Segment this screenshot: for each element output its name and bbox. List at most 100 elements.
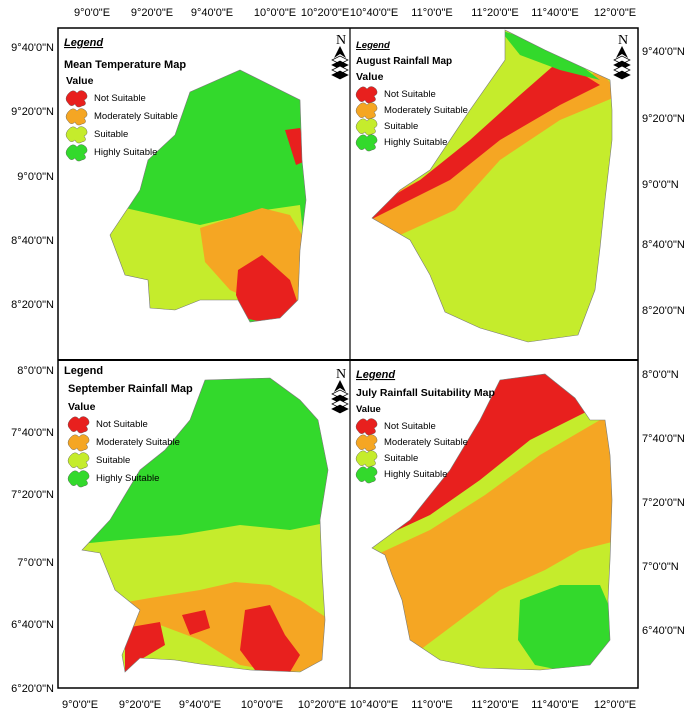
legend-class-label: Highly Suitable [96,473,159,484]
legend-title: Legend [356,40,390,51]
moderately-suitable-swatch [65,108,88,126]
panel-september-rainfall: Legend September Rainfall Map Value Not … [64,365,329,673]
legend-items: Not Suitable Moderately Suitable Suitable H… [65,90,178,162]
longitude-label: 12°0'0"E [594,699,636,711]
suitable-swatch [355,118,378,136]
longitude-label: 12°0'0"E [594,7,636,19]
north-arrow-stack [331,70,349,80]
latitude-label: 8°40'0"N [11,235,54,247]
latitude-label: 6°40'0"N [642,625,685,637]
longitude-label: 11°40'0"E [531,699,579,711]
latitude-label: 7°20'0"N [642,497,685,509]
highly-suitable-swatch [355,466,378,484]
latitude-label: 6°40'0"N [11,619,54,631]
latitude-label: 9°40'0"N [642,46,685,58]
value-label: Value [66,75,94,87]
value-label: Value [356,404,381,415]
highly-suitable-swatch [355,134,378,152]
latitude-label: 6°20'0"N [11,683,54,695]
highly-suitable-zone [500,30,600,80]
longitude-label: 10°0'0"E [241,699,283,711]
legend-class-label: Suitable [384,453,418,464]
not-suitable-swatch [67,416,90,434]
latitude-label: 9°0'0"N [17,171,54,183]
latitude-label: 9°20'0"N [642,113,685,125]
longitude-label: 9°40'0"E [191,7,233,19]
latitude-label: 7°0'0"N [17,557,54,569]
map-title: July Rainfall Suitability Map [356,387,495,399]
coordinate-labels: 9°0'0"E 9°20'0"E 9°40'0"E 10°0'0"E 10°20'0"E… [11,7,685,711]
suitable-swatch [355,450,378,468]
moderately-suitable-zone [372,70,612,240]
longitude-label: 9°20'0"E [131,7,173,19]
july-rainfall-map [372,374,612,670]
boundary-outline [109,69,307,323]
legend-items: Not Suitable Moderately Suitable Suitable H… [355,86,468,152]
legend-class-label: Highly Suitable [384,469,447,480]
not-suitable-zone-west [125,622,165,672]
legend-class-label: Highly Suitable [384,137,447,148]
longitude-label: 11°0'0"E [411,7,452,19]
latitude-label: 8°40'0"N [642,239,685,251]
longitude-label: 11°20'0"E [471,699,519,711]
september-rainfall-map [82,378,328,672]
boundary-outline [81,377,329,673]
latitude-label: 7°20'0"N [11,489,54,501]
north-label: N [336,33,346,48]
value-label: Value [356,71,384,83]
moderately-suitable-swatch [355,102,378,120]
boundary-outline [371,29,613,343]
north-arrow-icon: N [331,367,349,414]
highly-suitable-zone [518,585,612,670]
map-title: Mean Temperature Map [64,59,186,71]
latitude-label: 7°0'0"N [642,561,679,573]
not-suitable-swatch [355,86,378,104]
not-suitable-zone [372,60,600,225]
highly-suitable-swatch [67,470,90,488]
latitude-label: 8°0'0"N [642,369,679,381]
legend-class-label: Moderately Suitable [96,437,180,448]
panel-mean-temperature: Legend Mean Temperature Map Value Not Su… [64,37,307,323]
north-label: N [618,33,628,48]
longitude-label: 10°0'0"E [254,7,296,19]
suitable-swatch [65,126,88,144]
legend-class-label: Moderately Suitable [384,105,468,116]
longitude-label: 10°40'0"E [350,699,398,711]
longitude-label: 9°0'0"E [74,7,110,19]
legend-class-label: Moderately Suitable [384,437,468,448]
legend-items: Not Suitable Moderately Suitable Suitable H… [67,416,180,488]
boundary-outline [371,373,613,671]
legend-class-label: Suitable [384,121,418,132]
legend-class-label: Not Suitable [384,421,436,432]
legend-class-label: Not Suitable [384,89,436,100]
moderately-suitable-swatch [355,434,378,452]
not-suitable-zone [240,605,300,672]
latitude-label: 8°20'0"N [642,305,685,317]
latitude-label: 8°0'0"N [17,365,54,377]
longitude-label: 10°40'0"E [350,7,398,19]
panel-august-rainfall: Legend August Rainfall Map Value Not Sui… [355,29,613,343]
north-arrow-stack [613,70,631,80]
legend-class-label: Suitable [94,129,128,140]
longitude-label: 9°0'0"E [62,699,98,711]
map-frame [57,27,639,689]
latitude-label: 8°20'0"N [11,299,54,311]
legend-title: Legend [356,369,395,381]
legend-title: Legend [64,365,103,377]
north-label: N [336,367,346,382]
suitable-swatch [67,452,90,470]
longitude-label: 11°40'0"E [531,7,579,19]
longitude-label: 9°20'0"E [119,699,161,711]
not-suitable-swatch [355,418,378,436]
not-suitable-zone-central [182,610,210,635]
legend-class-label: Moderately Suitable [94,111,178,122]
legend-class-label: Not Suitable [94,93,146,104]
longitude-label: 11°20'0"E [471,7,519,19]
legend-title: Legend [64,37,103,49]
latitude-label: 7°40'0"N [11,427,54,439]
august-rainfall-map [372,30,612,342]
longitude-label: 10°20'0"E [298,699,346,711]
not-suitable-zone [236,255,300,322]
latitude-label: 9°0'0"N [642,179,679,191]
